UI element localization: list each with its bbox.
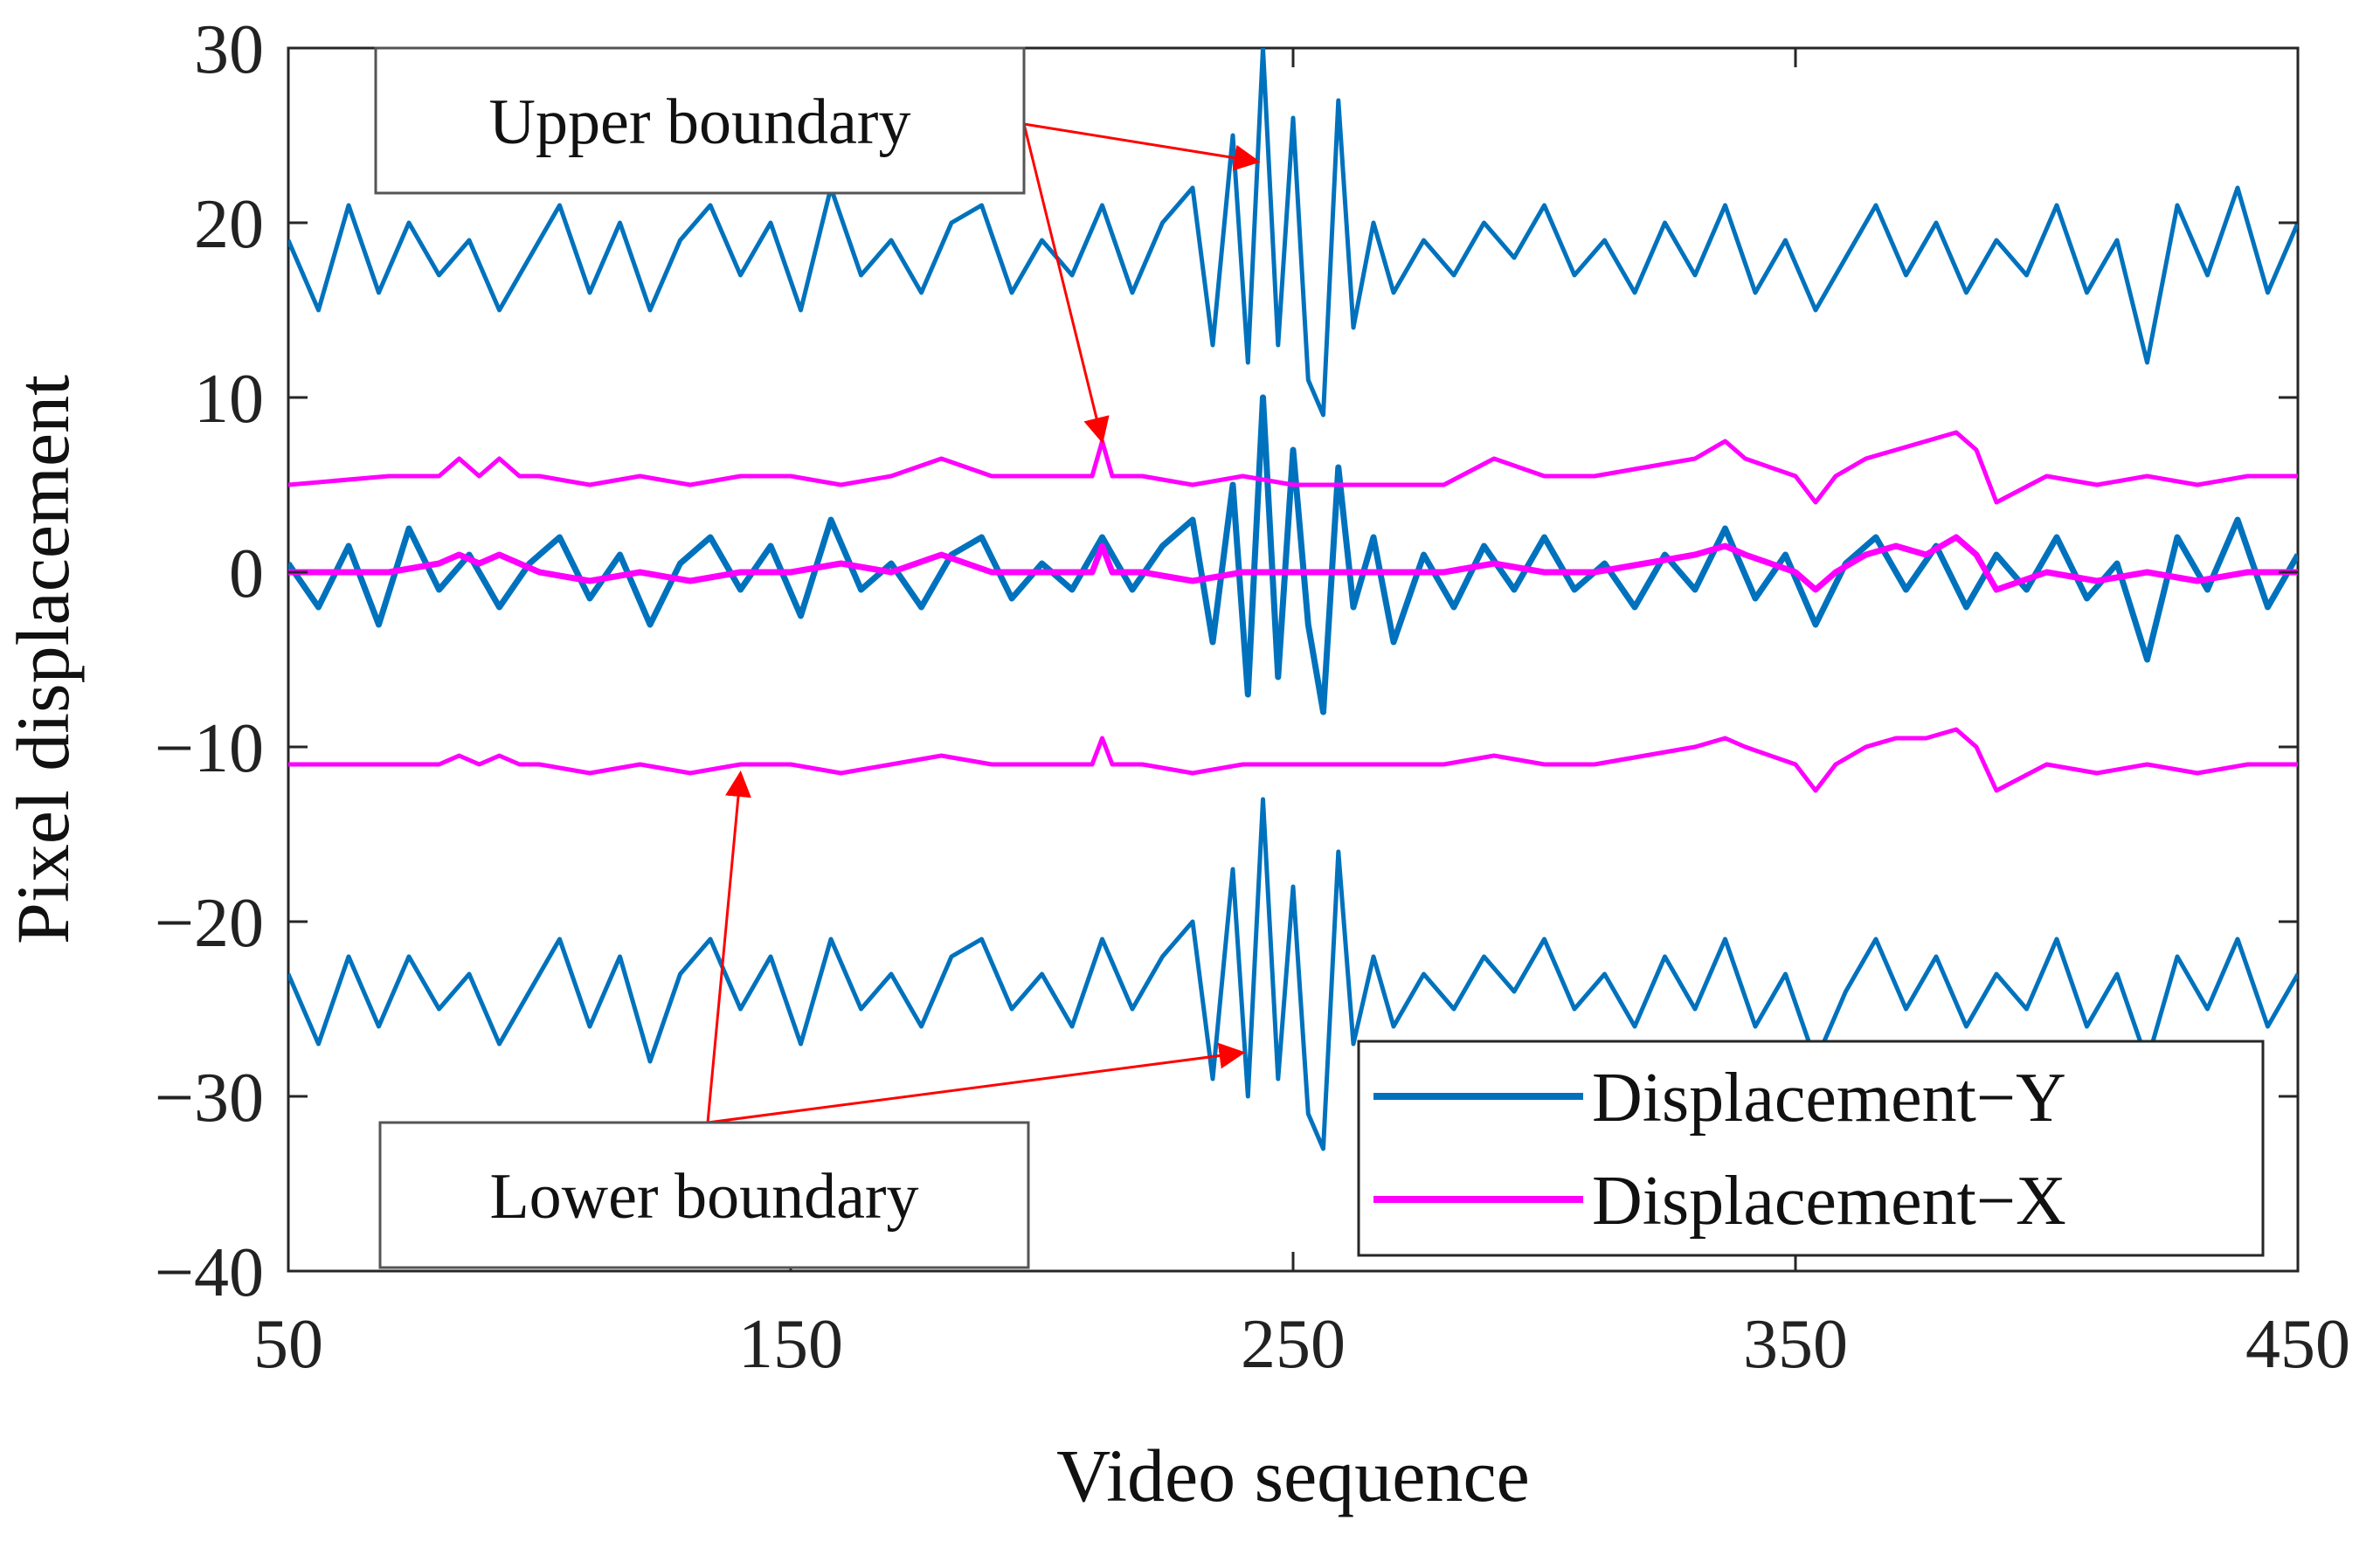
- annotation-label: Upper boundary: [489, 86, 911, 158]
- series-line-2: [288, 48, 2298, 418]
- legend-box: [1357, 1040, 2265, 1257]
- ticks-layer: 50 150 250 350 450 30 20 10 0 −10 −20 −30 −40: [155, 11, 2350, 1383]
- series-line-5: [288, 727, 2298, 793]
- legend-label: Displacement−X: [1592, 1163, 2066, 1240]
- annotation-box: [378, 1121, 1030, 1269]
- x-tick-label: 450: [2245, 1306, 2350, 1383]
- annotation-label: Lower boundary: [489, 1161, 918, 1233]
- x-axis-title: Video sequence: [1056, 1434, 1530, 1517]
- x-tick-label: 350: [1743, 1306, 1848, 1383]
- y-tick-label: 0: [229, 536, 264, 612]
- series-line-3: [288, 797, 2298, 1151]
- y-tick-label: −30: [155, 1060, 264, 1137]
- legend: Displacement−Y Displacement−X: [1357, 1040, 2265, 1257]
- series-layer: [288, 48, 2298, 1151]
- series-line-4: [288, 430, 2298, 505]
- y-tick-label: 30: [194, 11, 264, 88]
- y-tick-label: 10: [194, 361, 264, 438]
- y-tick-label: −20: [155, 885, 264, 962]
- y-tick-label: −10: [155, 710, 264, 787]
- legend-label: Displacement−Y: [1592, 1060, 2066, 1137]
- annotation-arrow: [706, 770, 751, 1123]
- y-tick-label: −40: [155, 1234, 264, 1311]
- annotation-layer: Upper boundary Lower boundary: [374, 46, 1261, 1269]
- annotation-arrow: [1022, 123, 1110, 444]
- y-axis-title: Pixel displacement: [1, 375, 85, 944]
- y-tick-label: 20: [194, 186, 264, 263]
- x-tick-label: 250: [1241, 1306, 1346, 1383]
- series-line-1: [288, 534, 2298, 593]
- x-tick-label: 150: [738, 1306, 843, 1383]
- annotation-arrow: [707, 1042, 1246, 1124]
- annotation-box: [374, 46, 1026, 195]
- x-tick-label: 50: [253, 1306, 323, 1383]
- annotation-arrow: [1023, 122, 1261, 171]
